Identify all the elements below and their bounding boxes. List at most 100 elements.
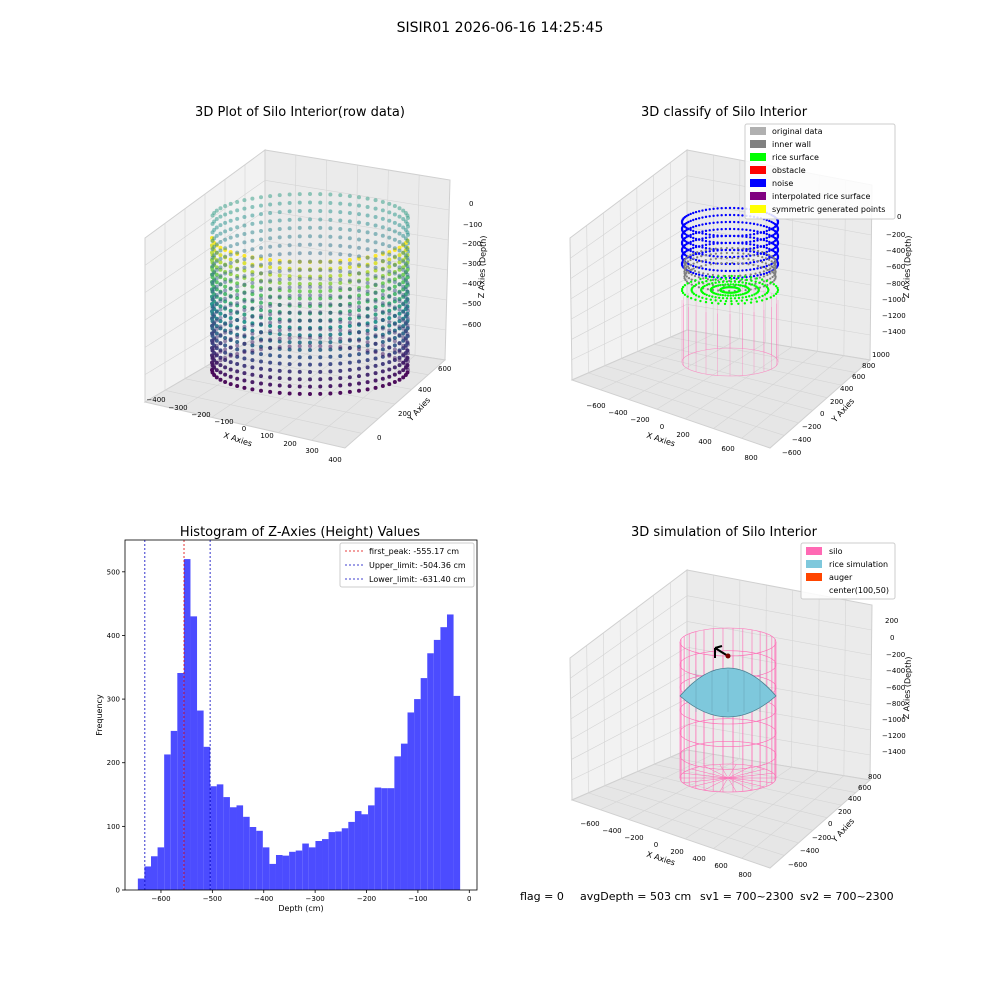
raw-data-point: [277, 201, 282, 206]
raw-data-point: [250, 277, 255, 282]
inner-wall-point: [736, 252, 740, 255]
noise-point: [770, 220, 773, 224]
classify-legend-swatch: [750, 166, 766, 174]
raw-data-point: [357, 338, 361, 343]
noise-point: [701, 216, 704, 219]
sim-ytick: −200: [812, 834, 831, 842]
rice-surface-point: [745, 278, 749, 282]
raw-x-ticks: −400 −300 −200 −100 0 100 200 300 400: [146, 396, 341, 464]
sim-ztick: −600: [886, 684, 905, 692]
raw-data-point: [277, 226, 282, 231]
histogram-bar: [289, 851, 296, 890]
raw-data-point: [214, 352, 219, 357]
noise-point: [728, 220, 732, 224]
inner-wall-point: [683, 268, 687, 271]
raw-data-point: [297, 293, 302, 298]
raw-data-point: [212, 211, 217, 216]
raw-data-point: [214, 335, 219, 340]
grid-line: [738, 159, 741, 339]
raw-data-point: [212, 303, 217, 308]
raw-data-point: [218, 358, 223, 363]
raw-data-point: [318, 192, 323, 197]
noise-point: [716, 228, 719, 231]
raw-data-point: [277, 376, 282, 381]
noise-point: [712, 235, 715, 239]
classify-y-ticks: −600 −400 −200 0 200 400 600 800 1000: [782, 351, 890, 457]
raw-panel-title: 3D Plot of Silo Interior(row data): [195, 105, 405, 120]
raw-data-point: [214, 309, 219, 314]
raw-data-point: [397, 231, 402, 236]
noise-point: [708, 250, 711, 253]
raw-data-point: [380, 250, 385, 255]
noise-point: [692, 225, 695, 229]
raw-data-point: [347, 261, 352, 266]
raw-xtick: 200: [283, 440, 296, 448]
raw-data-point: [328, 362, 333, 367]
center-point: [725, 653, 731, 659]
histogram-bar: [348, 821, 355, 890]
raw-data-point: [228, 337, 233, 342]
raw-data-point: [228, 382, 233, 387]
noise-point: [759, 224, 763, 227]
classify-ytick: 400: [840, 385, 853, 393]
raw-data-point: [328, 384, 333, 389]
raw-data-point: [357, 330, 361, 335]
raw-data-point: [218, 363, 223, 368]
raw-data-point: [347, 320, 352, 325]
raw-data-point: [318, 289, 323, 294]
raw-data-point: [228, 277, 233, 282]
raw-data-point: [392, 339, 397, 344]
noise-point: [737, 269, 740, 272]
rice-surface-point: [721, 280, 725, 284]
rice-surface-point: [710, 301, 714, 305]
raw-data-point: [259, 352, 263, 357]
rice-surface-point: [725, 297, 729, 300]
raw-xtick: −400: [146, 396, 165, 404]
raw-data-point: [259, 254, 263, 259]
raw-data-point: [228, 252, 233, 257]
raw-data-point: [318, 384, 323, 389]
noise-point: [708, 236, 711, 239]
raw-data-point: [218, 282, 223, 287]
raw-data-point: [373, 268, 378, 273]
inner-wall-point: [683, 273, 687, 276]
inner-wall-point: [747, 263, 750, 266]
raw-data-point: [373, 215, 378, 220]
classify-ytick: 1000: [872, 351, 890, 359]
rice-surface-point: [765, 297, 768, 301]
raw-data-point: [259, 308, 263, 313]
raw-data-point: [401, 208, 406, 213]
raw-data-point: [223, 292, 228, 296]
raw-data-point: [357, 212, 361, 217]
noise-point: [704, 250, 708, 254]
raw-data-point: [328, 276, 333, 281]
raw-data-point: [380, 335, 385, 340]
noise-point: [762, 252, 766, 256]
raw-data-point: [242, 282, 247, 287]
histogram-bar: [262, 847, 270, 890]
raw-data-point: [308, 293, 312, 298]
silo-wire: [691, 768, 729, 779]
noise-point: [689, 226, 692, 230]
raw-data-point: [387, 311, 392, 316]
classify-legend-swatch: [750, 153, 766, 161]
raw-data-point: [259, 237, 263, 242]
noise-point: [728, 241, 732, 245]
raw-data-point: [223, 204, 228, 208]
inner-wall-point: [709, 263, 712, 266]
raw-data-point: [318, 209, 323, 214]
histogram-y-tick-label: 100: [107, 823, 120, 831]
raw-data-point: [242, 206, 247, 211]
raw-data-point: [397, 273, 402, 278]
raw-data-point: [250, 340, 255, 345]
raw-data-point: [218, 223, 223, 228]
raw-data-point: [347, 323, 352, 328]
raw-data-point: [347, 253, 352, 258]
rice-surface-point: [729, 297, 733, 300]
sim-panel-title: 3D simulation of Silo Interior: [631, 525, 818, 540]
noise-point: [741, 249, 744, 252]
raw-data-point: [218, 319, 223, 324]
silo-wire: [681, 347, 779, 377]
raw-data-point: [357, 321, 361, 326]
rice-surface-point: [723, 274, 727, 278]
